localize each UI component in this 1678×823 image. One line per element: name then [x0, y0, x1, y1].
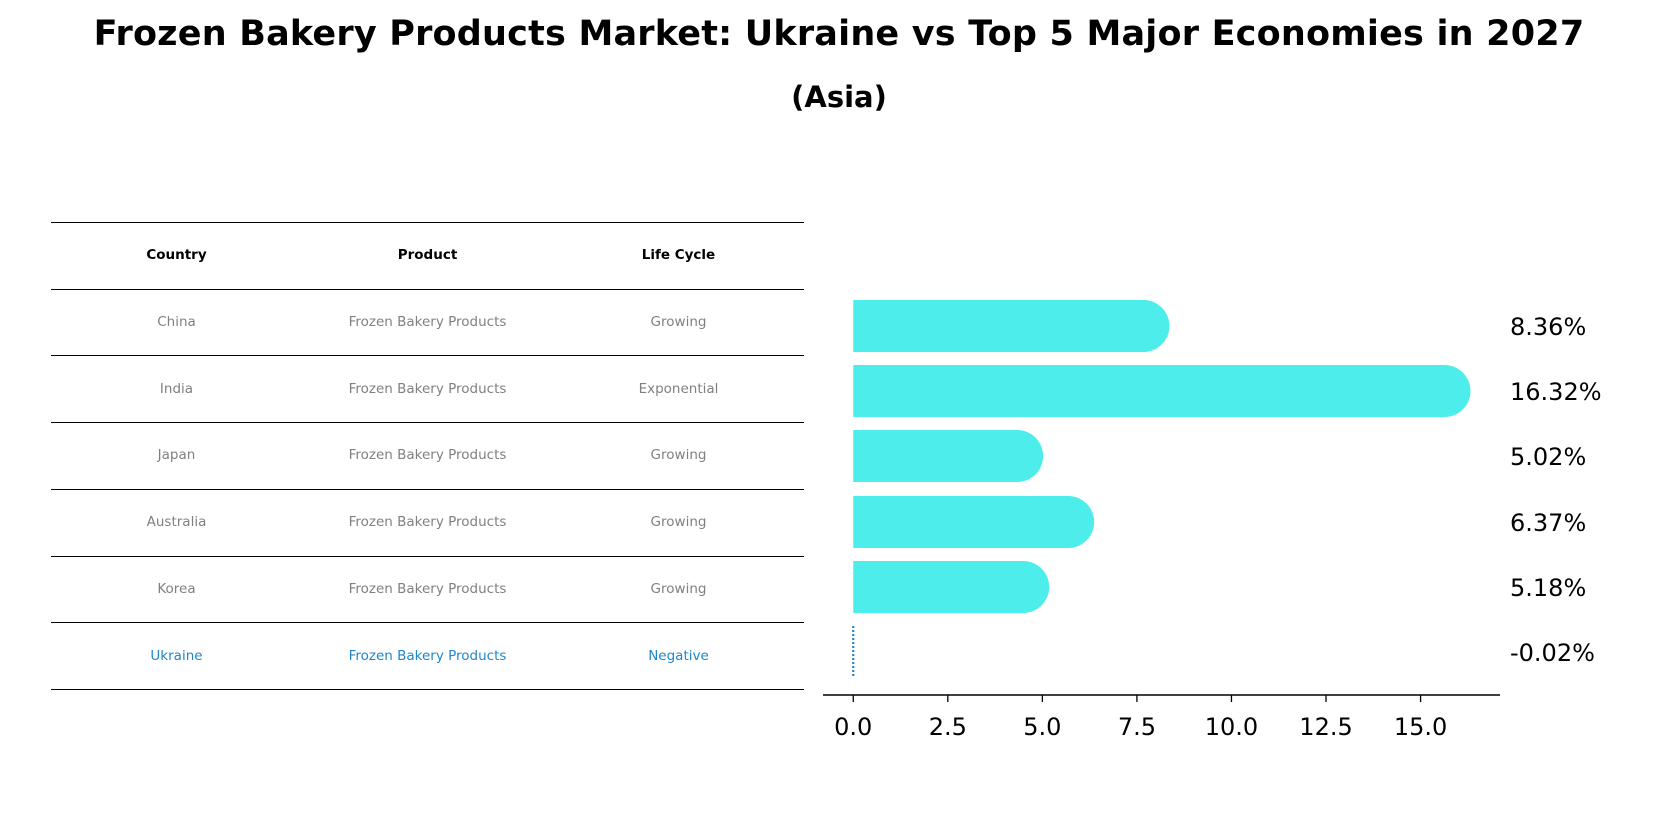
bar-japan: [853, 430, 1044, 482]
value-label-japan: 5.02%: [1510, 443, 1586, 471]
chart-title: Frozen Bakery Products Market: Ukraine v…: [93, 14, 1585, 54]
table-cell-product: Frozen Bakery Products: [348, 314, 507, 331]
chart-subtitle: (Asia): [791, 80, 887, 114]
table-cell-country: China: [157, 314, 196, 331]
table-cell-country: Australia: [146, 514, 207, 531]
table-cell-life-cycle: Exponential: [638, 380, 719, 397]
table-cell-product: Frozen Bakery Products: [348, 647, 507, 664]
table-header-product: Product: [397, 247, 458, 264]
table-cell-country: Korea: [157, 580, 196, 597]
table-cell-product: Frozen Bakery Products: [348, 580, 507, 597]
bar-china: [853, 300, 1170, 352]
table-rule: [51, 288, 804, 290]
table-rule: [51, 422, 804, 424]
table-header-country: Country: [146, 247, 207, 264]
value-label-china: 8.36%: [1510, 313, 1586, 341]
table-cell-life-cycle: Growing: [650, 447, 707, 464]
table-rule: [51, 222, 804, 223]
x-tick-label: 0.0: [834, 713, 872, 741]
x-tick-label: 12.5: [1299, 713, 1352, 741]
value-label-ukraine: -0.02%: [1510, 639, 1595, 667]
table-rule: [51, 688, 804, 690]
value-label-australia: 6.37%: [1510, 509, 1586, 537]
table-cell-life-cycle: Growing: [650, 314, 707, 331]
table-cell-life-cycle: Growing: [650, 514, 707, 531]
table-rule: [51, 622, 804, 624]
bar-india: [853, 365, 1471, 417]
x-tick-label: 10.0: [1205, 713, 1258, 741]
value-label-india: 16.32%: [1510, 378, 1602, 406]
table-cell-product: Frozen Bakery Products: [348, 380, 507, 397]
table-cell-country: Japan: [157, 447, 196, 464]
x-tick-label: 7.5: [1118, 713, 1156, 741]
table-cell-product: Frozen Bakery Products: [348, 447, 507, 464]
table-header-life-cycle: Life Cycle: [641, 247, 716, 264]
table-rule: [51, 355, 804, 357]
value-label-korea: 5.18%: [1510, 574, 1586, 602]
table-rule: [51, 488, 804, 490]
table-cell-country: India: [159, 380, 194, 397]
x-tick-label: 15.0: [1394, 713, 1447, 741]
table-cell-country: Ukraine: [150, 647, 203, 664]
x-tick-label: 2.5: [929, 713, 967, 741]
table-rule: [51, 555, 804, 557]
bar-australia: [853, 496, 1095, 548]
table-cell-life-cycle: Negative: [648, 647, 709, 664]
table-cell-product: Frozen Bakery Products: [348, 514, 507, 531]
x-tick-label: 5.0: [1023, 713, 1061, 741]
table-cell-life-cycle: Growing: [650, 580, 707, 597]
bar-korea: [853, 561, 1050, 613]
